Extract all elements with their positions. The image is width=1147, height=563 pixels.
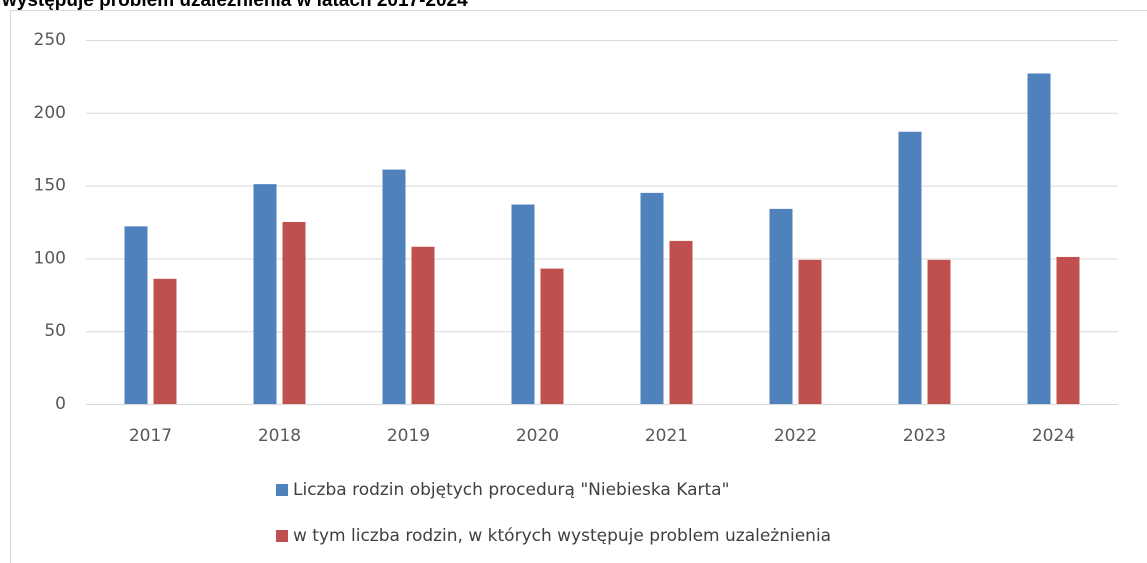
chart-title: występuje problem uzależnienia w latach … — [1, 0, 468, 11]
bar — [927, 259, 951, 404]
x-tick-label: 2024 — [1032, 426, 1075, 446]
x-tick-label: 2021 — [645, 426, 688, 446]
bar — [798, 259, 822, 404]
bar — [411, 246, 435, 404]
y-tick-label: 200 — [34, 103, 66, 123]
x-tick-label: 2017 — [129, 426, 172, 446]
y-tick-label: 50 — [44, 321, 66, 341]
bar — [640, 192, 664, 404]
x-tick-label: 2020 — [516, 426, 559, 446]
y-tick-label: 250 — [34, 30, 66, 50]
bar — [511, 204, 535, 404]
legend-label: Liczba rodzin objętych procedurą "Niebie… — [293, 480, 729, 500]
bar — [253, 184, 277, 404]
legend-marker — [276, 530, 288, 542]
x-tick-label: 2018 — [258, 426, 301, 446]
bar — [382, 169, 406, 404]
x-tick-label: 2022 — [774, 426, 817, 446]
legend-marker — [276, 484, 288, 496]
bar — [124, 226, 148, 404]
chart-frame — [10, 10, 1147, 563]
bar — [153, 278, 177, 404]
bar — [540, 268, 564, 404]
bar — [769, 208, 793, 404]
bar — [1027, 73, 1051, 404]
bar — [282, 222, 306, 404]
y-tick-label: 100 — [34, 248, 66, 268]
x-tick-label: 2019 — [387, 426, 430, 446]
x-tick-label: 2023 — [903, 426, 946, 446]
bar — [669, 240, 693, 404]
legend-label: w tym liczba rodzin, w których występuje… — [293, 526, 831, 546]
y-tick-label: 150 — [34, 176, 66, 196]
bar — [898, 131, 922, 404]
bar — [1056, 256, 1080, 404]
y-tick-label: 0 — [55, 394, 66, 414]
